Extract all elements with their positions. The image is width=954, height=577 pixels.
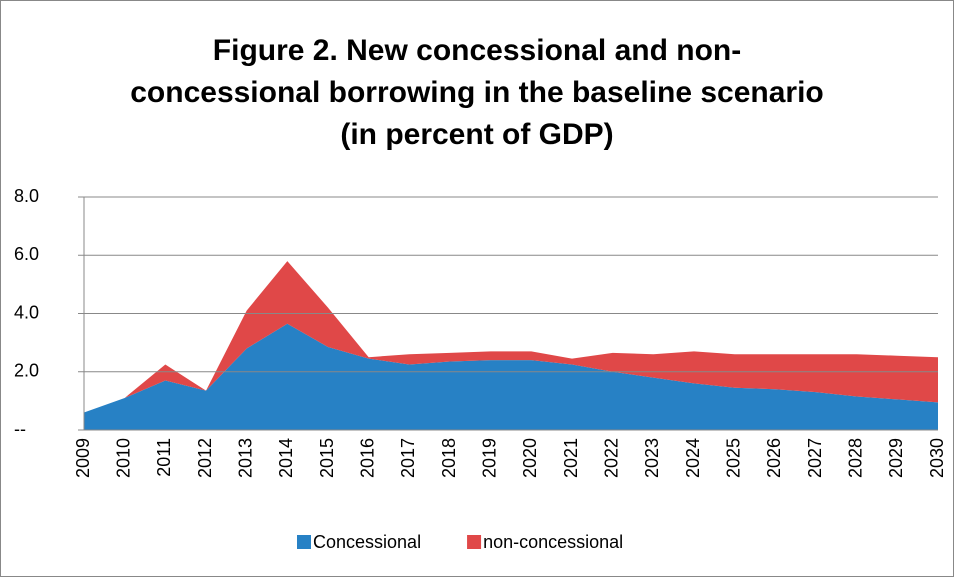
x-tick-label: 2013	[235, 438, 255, 478]
x-tick-label: 2020	[520, 438, 540, 478]
y-tick-label: 6.0	[14, 244, 39, 264]
area	[84, 323, 938, 430]
area	[84, 261, 938, 413]
x-tick-label: 2012	[195, 438, 215, 478]
chart-title: (in percent of GDP)	[340, 118, 613, 151]
x-tick-label: 2018	[439, 438, 459, 478]
x-tick-label: 2030	[927, 438, 947, 478]
x-tick-label: 2025	[723, 438, 743, 478]
y-tick-label: 2.0	[14, 361, 39, 381]
legend-swatch	[467, 535, 482, 549]
x-tick-label: 2010	[113, 438, 133, 478]
x-tick-label: 2019	[479, 438, 499, 478]
x-tick-label: 2029	[886, 438, 906, 478]
x-tick-label: 2021	[561, 438, 581, 478]
x-tick-label: 2016	[357, 438, 377, 478]
x-tick-label: 2027	[805, 438, 825, 478]
x-tick-label: 2026	[764, 438, 784, 478]
legend-label: Concessional	[313, 532, 421, 552]
legend-label: non-concessional	[483, 532, 623, 552]
legend-swatch	[297, 535, 311, 549]
y-tick-label: --	[14, 419, 26, 439]
x-tick-label: 2022	[601, 438, 621, 478]
x-tick-label: 2014	[276, 438, 296, 478]
y-tick-label: 4.0	[14, 302, 39, 322]
y-tick-label: 8.0	[14, 186, 39, 206]
x-tick-label: 2017	[398, 438, 418, 478]
x-tick-label: 2015	[317, 438, 337, 478]
x-tick-label: 2011	[154, 438, 174, 477]
chart-title: Figure 2. New concessional and non-	[213, 34, 741, 67]
x-tick-label: 2028	[845, 438, 865, 478]
x-tick-label: 2009	[73, 438, 93, 478]
chart-title: concessional borrowing in the baseline s…	[130, 76, 824, 109]
x-tick-label: 2023	[642, 438, 662, 478]
x-tick-label: 2024	[683, 438, 703, 478]
